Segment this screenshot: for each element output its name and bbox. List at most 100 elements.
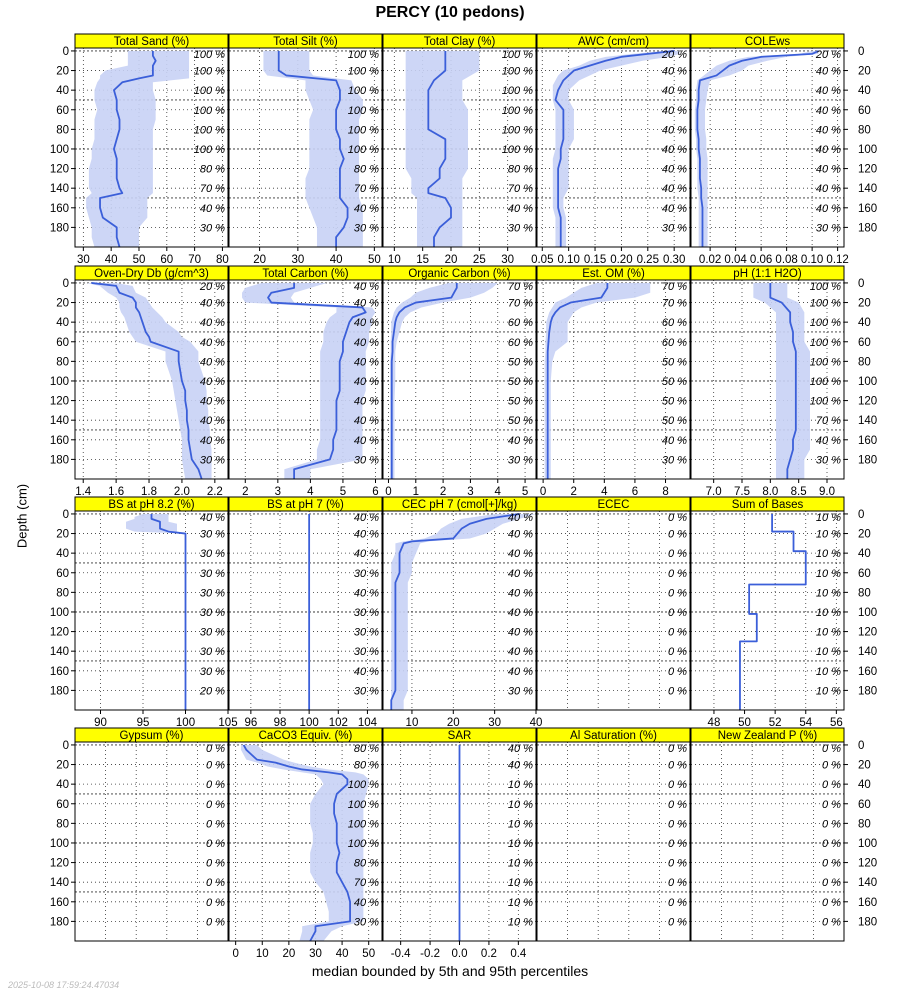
pct-label: 30 % xyxy=(354,916,379,928)
pct-label: 100 % xyxy=(810,317,841,329)
y-tick-label: 140 xyxy=(858,415,877,427)
panel-frame xyxy=(536,279,691,480)
x-tick-label: 20 xyxy=(445,254,458,266)
pct-label: 10 % xyxy=(816,627,841,639)
percentile-band xyxy=(242,282,376,479)
x-tick-label: 0 xyxy=(385,486,391,498)
y-tick-label: 100 xyxy=(50,838,69,850)
y-tick-label: 120 xyxy=(50,396,69,408)
x-tick-label: 50 xyxy=(362,948,375,960)
pct-label: 40 % xyxy=(508,548,533,560)
panel-frame xyxy=(382,47,537,248)
pct-label: 50 % xyxy=(662,396,687,408)
pct-label: 0 % xyxy=(668,779,687,791)
y-tick-label: 160 xyxy=(50,897,69,909)
x-tick-label: 9.0 xyxy=(819,486,835,498)
x-tick-label: 0.04 xyxy=(724,254,747,266)
panel-title: CEC pH 7 (cmol[+]/kg) xyxy=(402,499,518,511)
pct-label: 40 % xyxy=(200,337,225,349)
pct-label: 0 % xyxy=(668,548,687,560)
pct-label: 0 % xyxy=(668,897,687,909)
y-tick-label: 180 xyxy=(858,454,877,466)
y-tick-label: 140 xyxy=(50,415,69,427)
pct-label: 30 % xyxy=(354,646,379,658)
pct-label: 40 % xyxy=(662,105,687,117)
x-tick-label: 2 xyxy=(571,486,577,498)
panel-title: pH (1:1 H2O) xyxy=(733,268,802,280)
x-tick-label: 30 xyxy=(291,254,304,266)
y-tick-label: 20 xyxy=(56,298,69,310)
x-tick-label: 40 xyxy=(336,948,349,960)
x-tick-label: 40 xyxy=(105,254,118,266)
x-tick-label: 2.2 xyxy=(207,486,223,498)
pct-label: 10 % xyxy=(508,818,533,830)
x-tick-label: 0.12 xyxy=(826,254,848,266)
y-tick-label: 180 xyxy=(50,685,69,697)
panel-title: SAR xyxy=(448,730,472,742)
pct-label: 0 % xyxy=(206,916,225,928)
panel-frame xyxy=(536,47,691,248)
pct-label: 40 % xyxy=(508,666,533,678)
pct-label: 20 % xyxy=(199,685,225,697)
x-tick-label: 95 xyxy=(137,717,150,729)
x-tick-label: 4 xyxy=(307,486,314,498)
pct-label: 100 % xyxy=(348,105,379,117)
pct-label: 0 % xyxy=(668,838,687,850)
x-tick-label: 1.6 xyxy=(108,486,124,498)
panel-frame xyxy=(536,510,691,711)
pct-label: 10 % xyxy=(508,916,533,928)
y-tick-label: 80 xyxy=(56,818,69,830)
pct-label: 30 % xyxy=(200,568,225,580)
pct-label: 80 % xyxy=(354,858,379,870)
median-line xyxy=(546,282,609,479)
panel-frame xyxy=(382,510,537,711)
pct-label: 100 % xyxy=(348,124,379,136)
x-tick-label: 0.10 xyxy=(557,254,579,266)
x-tick-label: 0.10 xyxy=(801,254,823,266)
panel-body xyxy=(691,742,844,941)
pct-label: 0 % xyxy=(668,877,687,889)
pct-label: 60 % xyxy=(662,317,687,329)
pct-label: 40 % xyxy=(354,435,379,447)
pct-label: 70 % xyxy=(200,183,225,195)
panel-frame xyxy=(690,510,845,711)
y-tick-label: 120 xyxy=(858,164,877,176)
median-line xyxy=(267,282,367,479)
percentile-band xyxy=(552,50,680,247)
pct-label: 0 % xyxy=(668,666,687,678)
panel-frame xyxy=(74,510,229,711)
pct-label: 40 % xyxy=(200,356,225,368)
x-tick-label: 60 xyxy=(160,254,173,266)
pct-label: 40 % xyxy=(816,85,841,97)
pct-label: 40 % xyxy=(200,435,225,447)
y-tick-label: 0 xyxy=(63,46,69,58)
panel-body xyxy=(691,280,844,479)
pct-label: 70 % xyxy=(662,281,687,293)
x-tick-label: 48 xyxy=(708,717,721,729)
panel-frame xyxy=(382,279,537,480)
y-tick-label: 60 xyxy=(56,337,69,349)
pct-label: 40 % xyxy=(354,512,379,524)
y-tick-label: 40 xyxy=(858,317,871,329)
pct-label: 0 % xyxy=(822,818,841,830)
pct-label: 70 % xyxy=(354,183,379,195)
pct-label: 40 % xyxy=(816,66,841,78)
pct-label: 100 % xyxy=(348,779,379,791)
x-tick-label: 96 xyxy=(244,717,257,729)
pct-label: 100 % xyxy=(194,144,225,156)
percentile-band xyxy=(263,50,363,247)
pct-label: 30 % xyxy=(200,666,225,678)
pct-label: 0 % xyxy=(668,916,687,928)
pct-label: 100 % xyxy=(502,85,533,97)
x-tick-label: 52 xyxy=(769,717,782,729)
y-tick-label: 80 xyxy=(858,356,871,368)
pct-label: 0 % xyxy=(206,779,225,791)
median-line xyxy=(696,50,819,247)
pct-label: 70 % xyxy=(508,281,533,293)
pct-label: 40 % xyxy=(354,897,379,909)
y-tick-label: 160 xyxy=(858,203,877,215)
y-tick-label: 60 xyxy=(56,105,69,117)
y-tick-label: 180 xyxy=(50,222,69,234)
panel-frame xyxy=(228,741,383,942)
